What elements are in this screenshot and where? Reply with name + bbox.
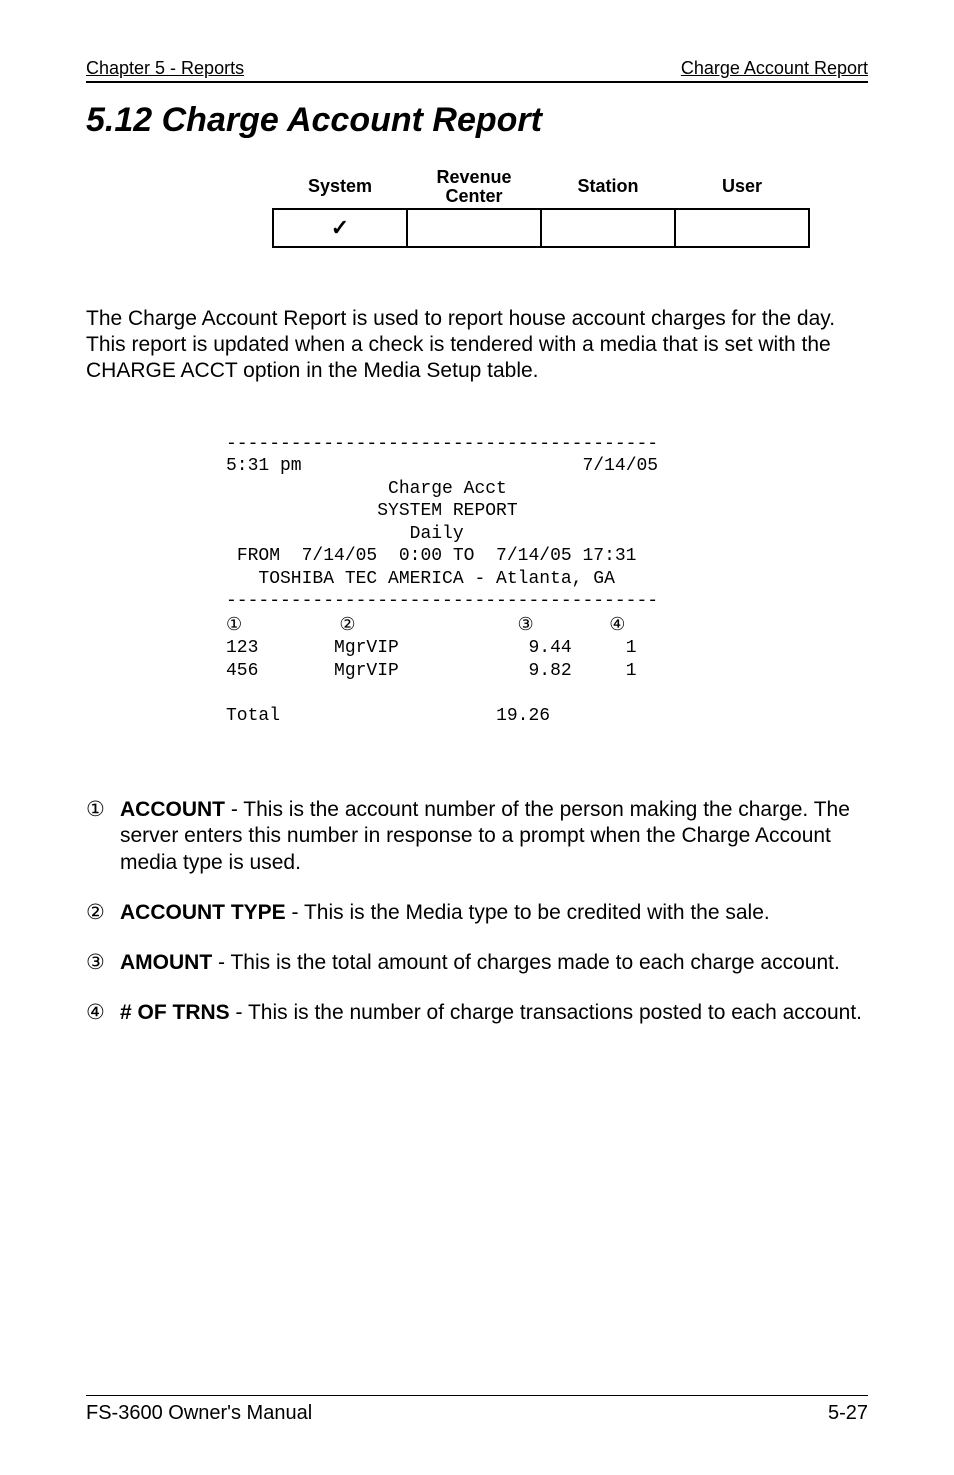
cell-revenue-center	[407, 209, 541, 247]
header-left: Chapter 5 - Reports	[86, 58, 244, 79]
def-term-2: ACCOUNT TYPE	[120, 901, 286, 924]
definitions-list: ① ACCOUNT - This is the account number o…	[86, 797, 868, 1027]
total-label: Total	[226, 706, 280, 726]
section-title: 5.12 Charge Account Report	[86, 101, 868, 140]
def-body-3: AMOUNT - This is the total amount of cha…	[120, 950, 868, 976]
intro-paragraph: The Charge Account Report is used to rep…	[86, 306, 868, 385]
row-acct-1: 456	[226, 661, 258, 681]
report-title-3: Daily	[410, 524, 464, 544]
page-footer: FS-3600 Owner's Manual 5-27	[86, 1395, 868, 1425]
definition-item: ④ # OF TRNS - This is the number of char…	[86, 1000, 868, 1026]
def-body-4: # OF TRNS - This is the number of charge…	[120, 1000, 868, 1026]
report-date: 7/14/05	[582, 456, 658, 476]
definition-item: ③ AMOUNT - This is the total amount of c…	[86, 950, 868, 976]
row-type-0: MgrVIP	[334, 638, 399, 658]
availability-table: System Revenue Center Station User ✓	[272, 168, 810, 248]
page: Chapter 5 - Reports Charge Account Repor…	[0, 0, 954, 1475]
col-marker-2: ②	[339, 614, 355, 634]
def-text-1: - This is the account number of the pers…	[120, 798, 850, 874]
def-text-2: - This is the Media type to be credited …	[286, 901, 770, 924]
col-header-user: User	[675, 168, 809, 209]
def-marker-2: ②	[86, 900, 120, 926]
footer-right: 5-27	[828, 1402, 868, 1425]
report-title-2: SYSTEM REPORT	[377, 501, 517, 521]
header-rule	[86, 81, 868, 83]
def-body-1: ACCOUNT - This is the account number of …	[120, 797, 868, 876]
col-marker-3: ③	[518, 614, 534, 634]
report-time: 5:31 pm	[226, 456, 302, 476]
def-marker-4: ④	[86, 1000, 120, 1026]
col-header-system: System	[273, 168, 407, 209]
report-block: ----------------------------------------…	[226, 433, 868, 728]
definition-item: ② ACCOUNT TYPE - This is the Media type …	[86, 900, 868, 926]
col-marker-4: ④	[609, 614, 625, 634]
footer-left: FS-3600 Owner's Manual	[86, 1402, 312, 1425]
report-rule-mid: ----------------------------------------	[226, 591, 658, 611]
row-trns-0: 1	[626, 638, 637, 658]
def-term-3: AMOUNT	[120, 951, 212, 974]
def-term-4: # OF TRNS	[120, 1001, 230, 1024]
footer-line: FS-3600 Owner's Manual 5-27	[86, 1402, 868, 1425]
def-text-4: - This is the number of charge transacti…	[230, 1001, 862, 1024]
header-right: Charge Account Report	[681, 58, 868, 79]
row-acct-0: 123	[226, 638, 258, 658]
row-amount-0: 9.44	[528, 638, 571, 658]
def-text-3: - This is the total amount of charges ma…	[212, 951, 840, 974]
footer-rule	[86, 1395, 868, 1396]
col-marker-1: ①	[226, 614, 242, 634]
check-icon: ✓	[331, 215, 349, 240]
col-header-station: Station	[541, 168, 675, 209]
report-rule-top: ----------------------------------------	[226, 434, 658, 454]
row-amount-1: 9.82	[528, 661, 571, 681]
def-body-2: ACCOUNT TYPE - This is the Media type to…	[120, 900, 868, 926]
def-marker-3: ③	[86, 950, 120, 976]
definition-item: ① ACCOUNT - This is the account number o…	[86, 797, 868, 876]
cell-station	[541, 209, 675, 247]
cell-user	[675, 209, 809, 247]
availability-row: ✓	[273, 209, 809, 247]
cell-system: ✓	[273, 209, 407, 247]
page-header: Chapter 5 - Reports Charge Account Repor…	[86, 58, 868, 79]
total-amount: 19.26	[496, 706, 550, 726]
def-marker-1: ①	[86, 797, 120, 823]
row-trns-1: 1	[626, 661, 637, 681]
col-header-revenue-center: Revenue Center	[407, 168, 541, 209]
row-type-1: MgrVIP	[334, 661, 399, 681]
report-company: TOSHIBA TEC AMERICA - Atlanta, GA	[258, 569, 614, 589]
report-title-1: Charge Acct	[388, 479, 507, 499]
report-range: FROM 7/14/05 0:00 TO 7/14/05 17:31	[237, 546, 637, 566]
def-term-1: ACCOUNT	[120, 798, 225, 821]
